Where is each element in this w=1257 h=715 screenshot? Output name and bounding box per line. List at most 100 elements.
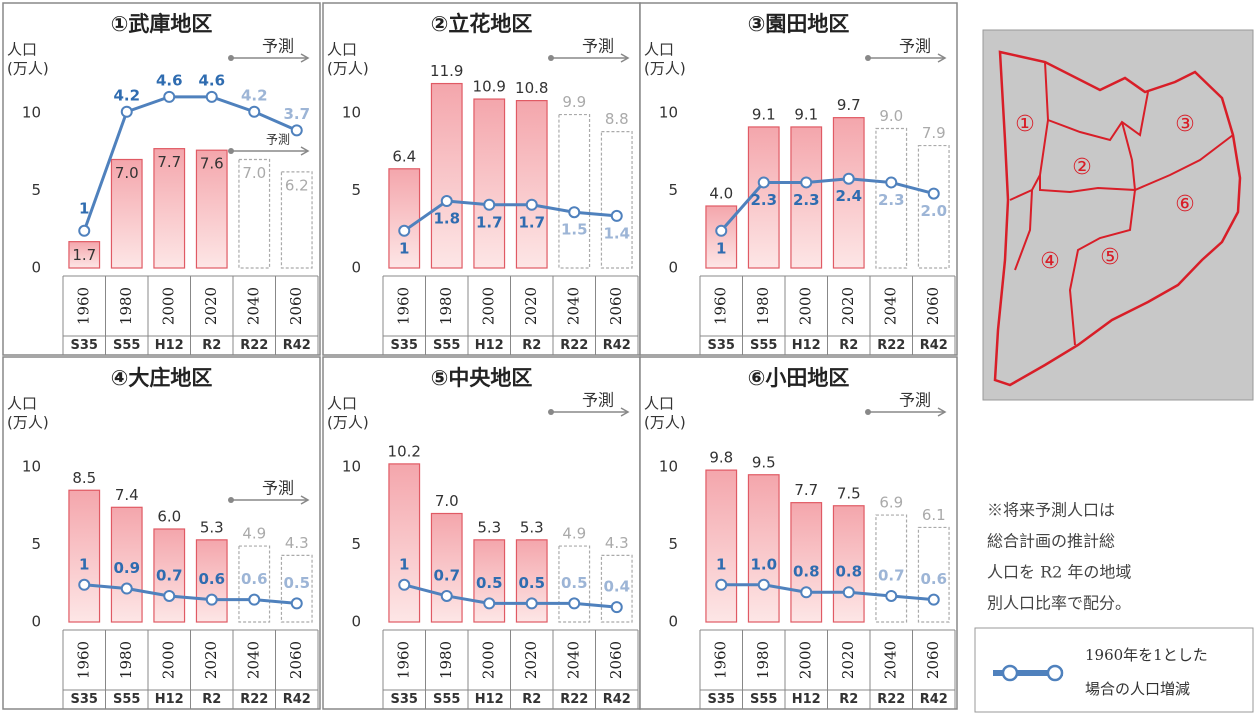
index-line <box>82 95 298 232</box>
legend-marker <box>1001 664 1019 682</box>
era-label: S35 <box>708 338 735 353</box>
y-axis-label: (万人) <box>327 60 369 78</box>
index-line <box>84 583 297 605</box>
y-tick-label: 0 <box>31 613 41 631</box>
index-value-label: 1.5 <box>561 221 588 239</box>
map-label: ① <box>1015 112 1035 137</box>
index-marker <box>483 198 496 211</box>
map-border <box>1014 189 1033 271</box>
bar-value-label: 8.8 <box>605 110 629 128</box>
x-tick-label: 1960 <box>74 287 92 325</box>
y-axis-label: 人口 <box>327 395 357 413</box>
x-tick-label: 2020 <box>522 641 540 679</box>
forecast-label: 予測 <box>899 391 931 410</box>
bar <box>68 489 101 623</box>
bar <box>832 117 865 269</box>
forecast-bar <box>280 554 313 623</box>
index-marker <box>885 176 898 189</box>
x-tick-label: 1980 <box>117 641 135 679</box>
y-tick-label: 5 <box>351 181 361 199</box>
forecast-bar <box>280 171 313 269</box>
bar <box>790 126 823 269</box>
bar-value-label: 6.9 <box>879 494 903 512</box>
bar-value-label: 9.8 <box>709 449 733 467</box>
era-label: R42 <box>920 692 948 707</box>
era-label: S55 <box>750 338 777 353</box>
bar-value-label: 9.9 <box>562 93 586 111</box>
forecast-label: 予測 <box>262 37 294 56</box>
bar-value-label: 6.1 <box>922 506 946 524</box>
note-line: ※将来予測人口は <box>987 501 1115 520</box>
index-marker <box>927 187 940 200</box>
forecast-bar <box>238 158 271 269</box>
era-label: R42 <box>920 338 948 353</box>
bar <box>790 502 823 623</box>
era-label: S35 <box>71 692 98 707</box>
index-value-label: 1 <box>399 239 409 257</box>
x-tick-label: 2020 <box>839 287 857 325</box>
bar <box>832 505 865 623</box>
y-tick-label: 0 <box>351 259 361 277</box>
index-value-label: 1.7 <box>476 213 503 231</box>
index-value-label: 0.9 <box>113 559 140 577</box>
x-tick-label: 2020 <box>202 641 220 679</box>
bar <box>110 158 143 269</box>
x-tick-label: 2000 <box>479 287 497 325</box>
forecast-label: 予測 <box>266 133 290 147</box>
index-value-label: 0.5 <box>518 574 545 592</box>
index-value-label: 3.7 <box>283 105 310 123</box>
y-axis-label: (万人) <box>327 414 369 432</box>
index-marker <box>525 597 538 610</box>
era-label: R22 <box>240 692 268 707</box>
bar-value-label: 7.0 <box>115 164 139 182</box>
x-tick-label: 1980 <box>754 641 772 679</box>
bar-value-label: 7.4 <box>115 486 139 504</box>
index-value-label: 0.7 <box>878 566 905 584</box>
bar-value-label: 6.0 <box>157 508 181 526</box>
era-label: R22 <box>560 692 588 707</box>
bar-value-label: 4.3 <box>285 534 309 552</box>
era-label: H12 <box>155 338 184 353</box>
panel-title: ⑥小田地区 <box>748 366 850 390</box>
forecast-dot <box>865 409 871 415</box>
y-tick-label: 10 <box>659 458 678 476</box>
x-tick-label: 2020 <box>839 641 857 679</box>
index-value-label: 0.5 <box>283 574 310 592</box>
index-value-label: 1 <box>79 555 89 573</box>
panel-title: ①武庫地区 <box>111 12 213 36</box>
bar <box>110 506 143 623</box>
index-marker <box>398 224 411 237</box>
y-tick-label: 0 <box>668 613 678 631</box>
era-label: H12 <box>792 338 821 353</box>
index-marker <box>610 209 623 222</box>
era-label: S55 <box>113 692 140 707</box>
index-value-label: 4.6 <box>156 71 183 89</box>
era-label: R42 <box>283 338 311 353</box>
index-value-label: 1.4 <box>603 224 630 242</box>
index-marker <box>715 224 728 237</box>
forecast-head <box>300 146 310 156</box>
bar-value-label: 7.0 <box>242 164 266 182</box>
x-tick-label: 2060 <box>287 287 305 325</box>
x-tick-label: 2060 <box>607 641 625 679</box>
bar-value-label: 10.9 <box>473 78 506 96</box>
bar-value-label: 7.0 <box>435 492 459 510</box>
x-tick-label: 2060 <box>924 641 942 679</box>
era-label: S35 <box>708 692 735 707</box>
bar <box>430 82 463 269</box>
index-value-label: 1.8 <box>433 210 460 228</box>
x-tick-label: 1980 <box>117 287 135 325</box>
index-value-label: 0.6 <box>198 570 225 588</box>
index-marker <box>248 105 261 118</box>
era-label: R2 <box>202 692 221 707</box>
bar-value-label: 9.0 <box>879 107 903 125</box>
index-marker <box>163 589 176 602</box>
x-tick-label: 2040 <box>564 641 582 679</box>
y-tick-label: 5 <box>668 181 678 199</box>
index-marker <box>290 597 303 610</box>
map-label: ⑥ <box>1175 192 1195 217</box>
forecast-bar <box>917 144 950 269</box>
bar <box>153 148 186 269</box>
era-label: R42 <box>283 692 311 707</box>
era-label: S55 <box>113 338 140 353</box>
